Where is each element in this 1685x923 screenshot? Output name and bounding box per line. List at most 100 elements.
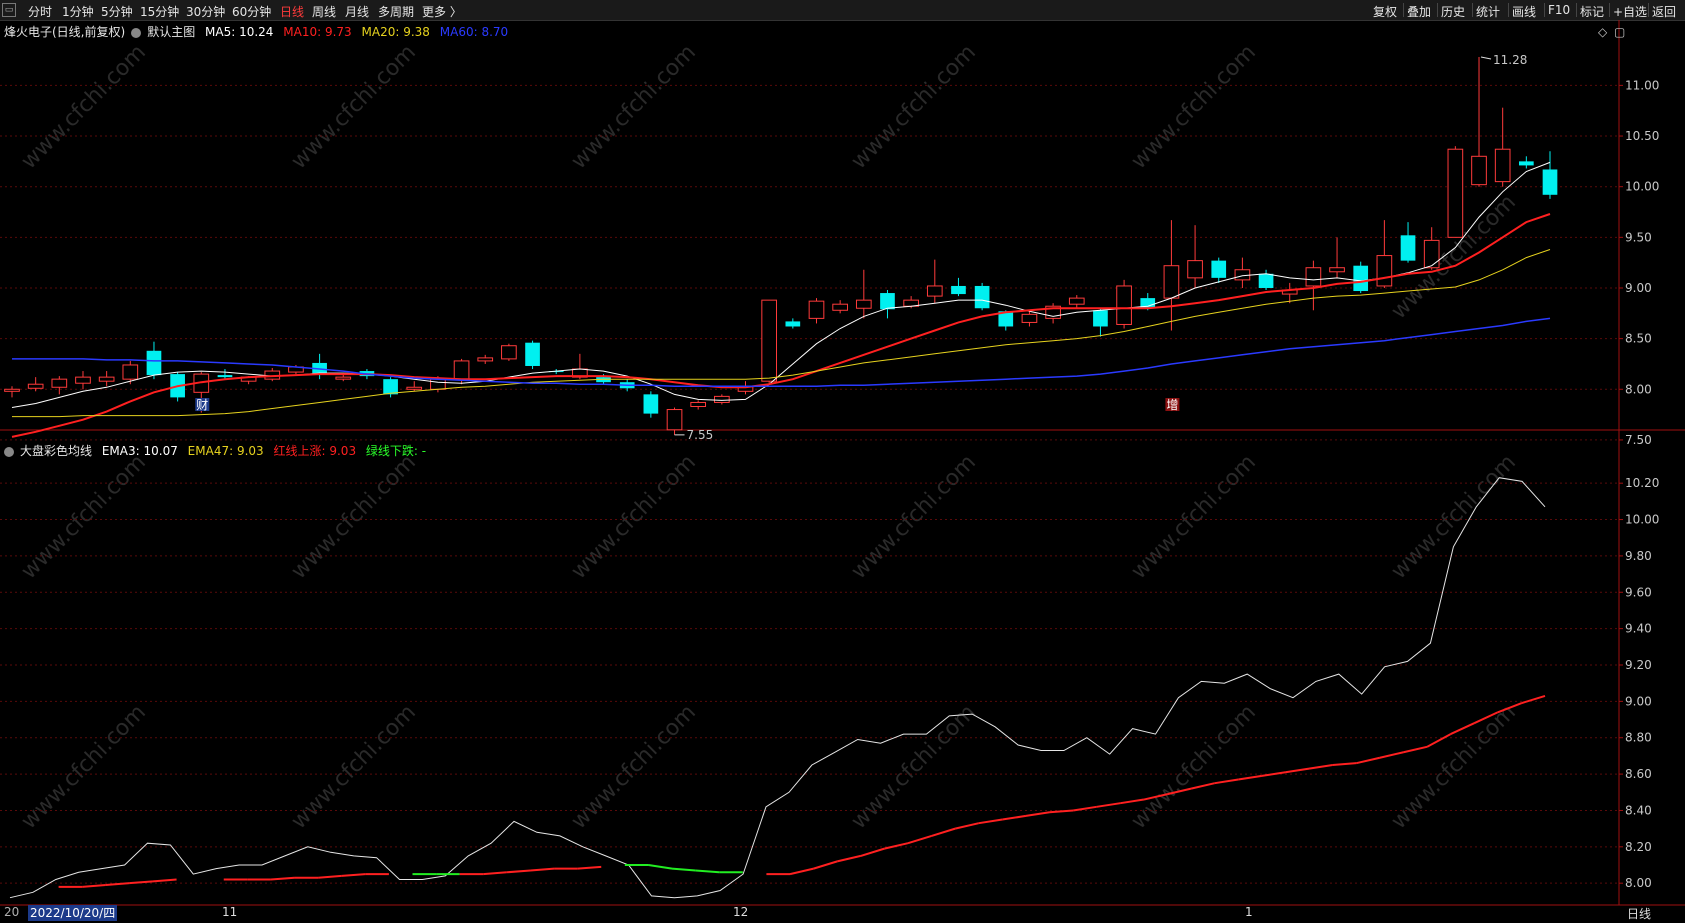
- event-marker: 增: [1166, 398, 1178, 412]
- indicator-tick-label: 9.60: [1625, 585, 1652, 599]
- ema3-value: EMA3: 10.07: [102, 444, 178, 458]
- ema47-segment: [483, 872, 507, 874]
- settings-icon[interactable]: [4, 447, 14, 457]
- period-tab[interactable]: 1分钟: [62, 3, 94, 20]
- price-tick-label: 9.00: [1625, 281, 1652, 295]
- toolbar-separator: [1437, 3, 1438, 17]
- period-tab[interactable]: 更多 〉: [422, 3, 462, 20]
- candle-body: [147, 351, 162, 375]
- ema47-segment: [932, 829, 956, 836]
- period-toolbar: ▭ 分时 1分钟 5分钟 15分钟 30分钟 60分钟 日线 周线 月线 多周期 更多 〉 复权 叠加…: [0, 0, 1685, 21]
- candle-body: [525, 343, 540, 366]
- candle-body: [691, 402, 706, 406]
- ema47-segment: [861, 849, 885, 856]
- candle-body: [218, 375, 233, 377]
- sub-chart-legend: 大盘彩色均线 EMA3: 10.07 EMA47: 9.03 红线上涨: 9.0…: [4, 442, 432, 459]
- candle-body: [407, 387, 422, 389]
- price-tick-label: 10.00: [1625, 180, 1659, 194]
- candle-body: [1306, 268, 1321, 286]
- period-tab[interactable]: 分时: [28, 3, 52, 20]
- toolbar-button[interactable]: 复权: [1373, 3, 1397, 20]
- ema3-line: [10, 478, 1545, 898]
- indicator-tick-label: 9.00: [1625, 694, 1652, 708]
- period-tab[interactable]: 5分钟: [101, 3, 133, 20]
- toolbar-button[interactable]: 标记: [1580, 3, 1604, 20]
- settings-icon[interactable]: [131, 28, 141, 38]
- watermark: www.cfchi.com: [1127, 40, 1261, 174]
- high-annotation: 11.28: [1493, 53, 1527, 67]
- stock-chart[interactable]: www.cfchi.com www.cfchi.com www.cfchi.com w…: [0, 20, 1685, 923]
- toolbar-button[interactable]: 统计: [1476, 3, 1500, 20]
- low-annotation: 7.55: [687, 428, 714, 442]
- candle-body: [1117, 286, 1132, 324]
- price-tick-label: 8.00: [1625, 382, 1652, 396]
- toolbar-separator: [1609, 3, 1610, 17]
- indicator-tick-label: 8.40: [1625, 803, 1652, 817]
- watermark: www.cfchi.com: [17, 450, 151, 584]
- ema47-segment: [318, 876, 342, 878]
- period-tab[interactable]: 多周期: [378, 3, 414, 20]
- toolbar-button[interactable]: 叠加: [1407, 3, 1431, 20]
- toolbar-separator: [1544, 3, 1545, 17]
- candle-body: [927, 286, 942, 296]
- toolbar-separator: [1576, 3, 1577, 17]
- indicator-tick-label: 10.00: [1625, 513, 1659, 527]
- panel-icon: ▢: [1614, 25, 1625, 39]
- candle-body: [1211, 261, 1226, 278]
- watermark: www.cfchi.com: [567, 450, 701, 584]
- toolbar-button[interactable]: F10: [1548, 3, 1570, 17]
- watermark: www.cfchi.com: [1387, 700, 1521, 834]
- toolbar-button[interactable]: 历史: [1441, 3, 1465, 20]
- candle-body: [1448, 149, 1463, 237]
- period-tab[interactable]: 月线: [345, 3, 369, 20]
- period-label: 日线: [1627, 905, 1651, 922]
- price-tick-label: 11.00: [1625, 78, 1659, 92]
- period-tab[interactable]: 60分钟: [232, 3, 271, 20]
- x-axis-label: 12: [733, 905, 748, 919]
- candle-body: [1069, 298, 1084, 304]
- ema47-segment: [1403, 747, 1427, 752]
- ema47-segment: [578, 867, 602, 869]
- toolbar-button[interactable]: +自选: [1613, 3, 1647, 20]
- candle-body: [1519, 161, 1534, 165]
- candle-body: [1235, 270, 1250, 280]
- watermark: www.cfchi.com: [287, 700, 421, 834]
- ema47-segment: [106, 883, 130, 885]
- ema47-segment: [837, 856, 861, 861]
- candle-body: [762, 300, 777, 381]
- sub-indicator-name[interactable]: 大盘彩色均线: [20, 444, 92, 458]
- ema47-segment: [1097, 803, 1121, 807]
- toolbar-button[interactable]: 返回: [1652, 3, 1676, 20]
- candle-body: [1424, 240, 1439, 267]
- price-tick-label: 7.50: [1625, 433, 1652, 447]
- annotation-pointer: [1481, 57, 1491, 59]
- ema47-segment: [672, 869, 696, 871]
- main-indicator-name[interactable]: 默认主图: [147, 25, 195, 39]
- period-tab[interactable]: 日线: [280, 3, 304, 20]
- toolbar-button[interactable]: 画线: [1512, 3, 1536, 20]
- indicator-tick-label: 9.40: [1625, 622, 1652, 636]
- price-tick-label: 9.50: [1625, 230, 1652, 244]
- candle-body: [880, 293, 895, 309]
- ema47-segment: [1356, 758, 1380, 763]
- ema47-segment: [271, 878, 295, 880]
- candle-body: [478, 358, 493, 361]
- x-axis-label: 11: [222, 905, 237, 919]
- period-tab[interactable]: 15分钟: [140, 3, 179, 20]
- candle-body: [28, 384, 43, 388]
- period-tab[interactable]: 30分钟: [186, 3, 225, 20]
- ema47-segment: [1285, 769, 1309, 773]
- watermark: www.cfchi.com: [847, 700, 981, 834]
- main-chart-legend: 烽火电子(日线,前复权) 默认主图 MA5: 10.24 MA10: 9.73 M…: [4, 23, 514, 40]
- candle-body: [76, 377, 91, 383]
- ema47-segment: [1309, 765, 1333, 769]
- window-icon[interactable]: ▭: [2, 3, 16, 17]
- candle-body: [856, 300, 871, 308]
- candle-body: [785, 321, 800, 326]
- candle-body: [336, 377, 351, 379]
- toolbar-separator: [1648, 3, 1649, 17]
- candle-body: [1022, 314, 1037, 322]
- period-tab[interactable]: 周线: [312, 3, 336, 20]
- ema47-segment: [1026, 812, 1050, 816]
- indicator-tick-label: 8.20: [1625, 840, 1652, 854]
